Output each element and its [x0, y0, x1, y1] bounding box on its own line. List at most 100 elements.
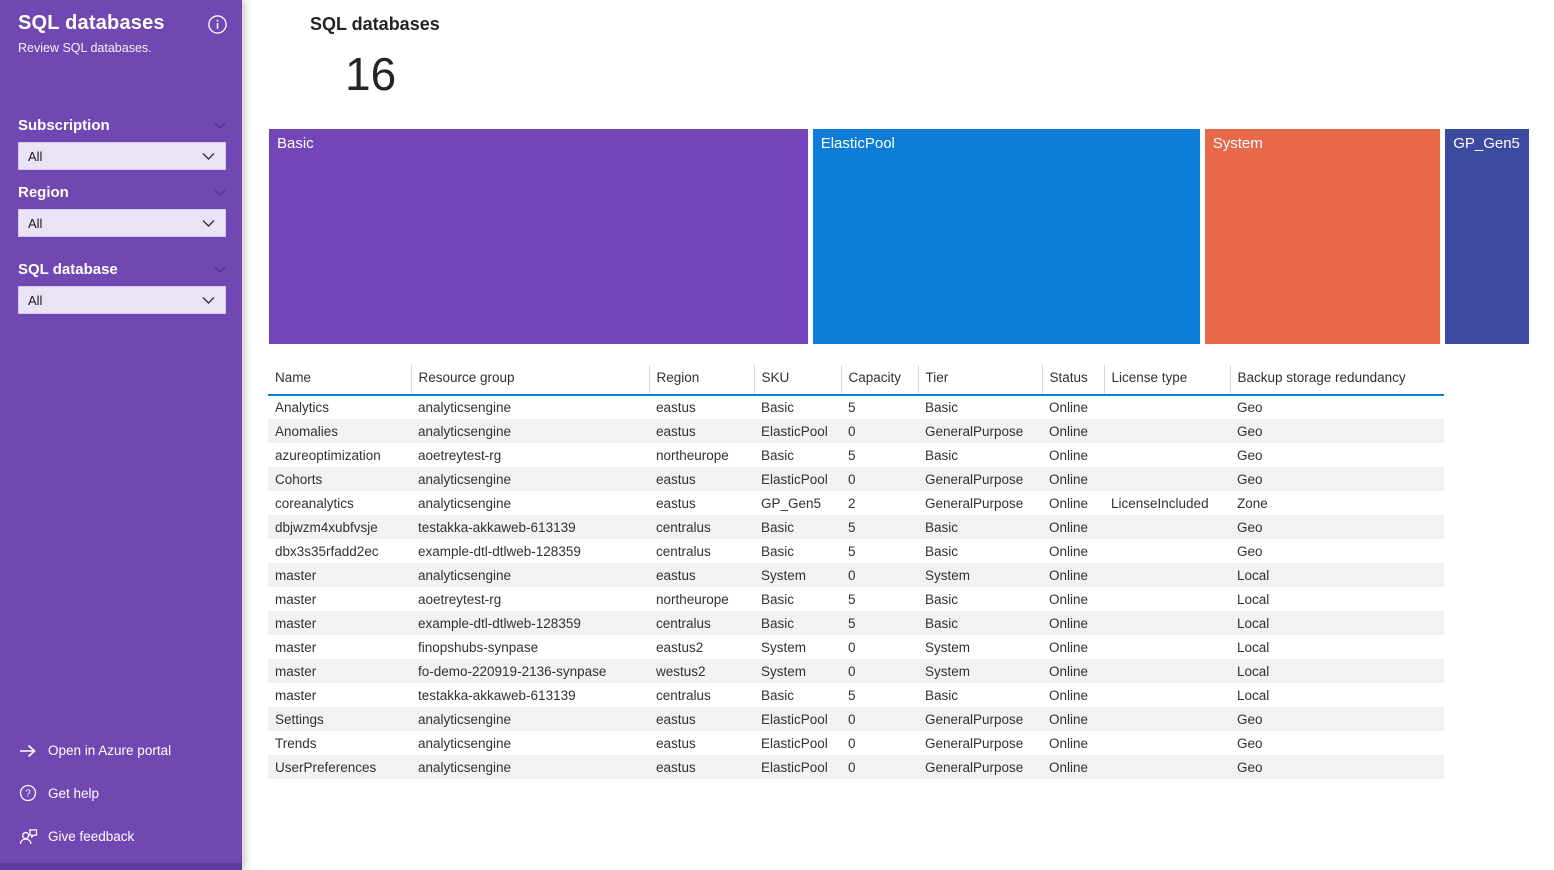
- treemap-segment-label: Basic: [277, 135, 314, 152]
- table-cell: Online: [1049, 663, 1089, 679]
- table-cell: Geo: [1237, 519, 1263, 535]
- table-row[interactable]: Anomalies analyticsengine eastus ElasticPoo…: [268, 419, 1444, 443]
- get-help-link[interactable]: ? Get help: [18, 784, 224, 802]
- table-row[interactable]: dbjwzm4xubfvsje testakka-akkaweb-613139 ce…: [268, 515, 1444, 539]
- table-cell: [1104, 467, 1230, 491]
- table-cell: master: [275, 567, 317, 583]
- column-header-capacity[interactable]: Capacity: [841, 365, 919, 396]
- sql-database-dropdown[interactable]: All: [18, 286, 226, 314]
- table-header-row: Name Resource group Region SKU Capacity Tier S…: [268, 365, 1444, 396]
- table-cell: Local: [1237, 567, 1270, 583]
- table-cell: master: [275, 639, 317, 655]
- table-cell: testakka-akkaweb-613139: [418, 687, 576, 703]
- table-row[interactable]: Settings analyticsengine eastus ElasticPool…: [268, 707, 1444, 731]
- table-cell: example-dtl-dtlweb-128359: [418, 543, 581, 559]
- table-cell: Geo: [1237, 735, 1263, 751]
- region-dropdown[interactable]: All: [18, 209, 226, 237]
- give-feedback-label: Give feedback: [48, 829, 135, 844]
- table-row[interactable]: master aoetreytest-rg northeurope Basic 5 Bas…: [268, 587, 1444, 611]
- chevron-down-icon[interactable]: [214, 188, 226, 197]
- table-row[interactable]: Trends analyticsengine eastus ElasticPool 0 G…: [268, 731, 1444, 755]
- table-cell: System: [925, 639, 971, 655]
- sidebar-links: Open in Azure portal ? Get help Give fee…: [0, 717, 242, 863]
- table-cell: eastus: [656, 471, 696, 487]
- table-cell: [1104, 515, 1230, 539]
- column-header-backup-storage-redundancy[interactable]: Backup storage redundancy: [1230, 365, 1444, 396]
- chevron-down-icon[interactable]: [214, 265, 226, 274]
- sidebar-bottom-strip: [0, 863, 242, 870]
- table-cell: Online: [1049, 735, 1089, 751]
- table-cell: ElasticPool: [761, 711, 828, 727]
- table-row[interactable]: UserPreferences analyticsengine eastus Elas…: [268, 755, 1444, 779]
- table-cell: Basic: [925, 687, 959, 703]
- table-cell: 0: [848, 471, 856, 487]
- table-cell: dbjwzm4xubfvsje: [275, 519, 378, 535]
- sku-treemap: Basic ElasticPool System GP_Gen5: [268, 128, 1530, 345]
- table-cell: 0: [848, 711, 856, 727]
- region-dropdown-value: All: [28, 215, 43, 231]
- sql-database-label: SQL database: [18, 261, 118, 278]
- table-row[interactable]: Analytics analyticsengine eastus Basic 5 Basi…: [268, 395, 1444, 419]
- table-cell: GeneralPurpose: [925, 735, 1024, 751]
- table-cell: Online: [1049, 400, 1089, 415]
- table-cell: [1104, 659, 1230, 683]
- table-cell: master: [275, 687, 317, 703]
- table-cell: Settings: [275, 711, 324, 727]
- table-row[interactable]: azureoptimization aoetreytest-rg northeuro…: [268, 443, 1444, 467]
- table-row[interactable]: coreanalytics analyticsengine eastus GP_Gen…: [268, 491, 1444, 515]
- column-header-region[interactable]: Region: [649, 365, 755, 396]
- table-cell: Basic: [761, 519, 795, 535]
- table-cell: [1104, 755, 1230, 779]
- table-row[interactable]: master example-dtl-dtlweb-128359 centralus…: [268, 611, 1444, 635]
- table-row[interactable]: Cohorts analyticsengine eastus ElasticPool 0…: [268, 467, 1444, 491]
- table-cell: 2: [848, 495, 856, 511]
- table-cell: Basic: [761, 615, 795, 631]
- table-cell: Local: [1237, 663, 1270, 679]
- table-cell: Geo: [1237, 400, 1263, 415]
- table-cell: analyticsengine: [418, 471, 512, 487]
- table-row[interactable]: dbx3s35rfadd2ec example-dtl-dtlweb-128359…: [268, 539, 1444, 563]
- column-header-tier[interactable]: Tier: [918, 365, 1043, 396]
- table-row[interactable]: master finopshubs-synpase eastus2 System 0 Sy…: [268, 635, 1444, 659]
- table-cell: GeneralPurpose: [925, 471, 1024, 487]
- column-header-sku[interactable]: SKU: [754, 365, 842, 396]
- table-cell: Basic: [925, 519, 959, 535]
- column-header-license-type[interactable]: License type: [1104, 365, 1231, 396]
- table-cell: Geo: [1237, 711, 1263, 727]
- table-cell: ElasticPool: [761, 759, 828, 775]
- column-header-status[interactable]: Status: [1042, 365, 1105, 396]
- treemap-segment-system[interactable]: System: [1203, 128, 1442, 345]
- databases-table: Name Resource group Region SKU Capacity Tier S…: [268, 365, 1444, 779]
- table-cell: Geo: [1237, 447, 1263, 463]
- table-cell: Online: [1049, 423, 1089, 439]
- table-cell: Online: [1049, 591, 1089, 607]
- subscription-dropdown[interactable]: All: [18, 142, 226, 170]
- table-cell: 0: [848, 663, 856, 679]
- table-cell: [1104, 539, 1230, 563]
- table-cell: System: [925, 567, 971, 583]
- treemap-segment-elasticpool[interactable]: ElasticPool: [811, 128, 1201, 345]
- table-cell: Trends: [275, 735, 317, 751]
- open-in-azure-portal-link[interactable]: Open in Azure portal: [18, 743, 224, 758]
- table-row[interactable]: master analyticsengine eastus System 0 System…: [268, 563, 1444, 587]
- treemap-segment-basic[interactable]: Basic: [268, 128, 809, 345]
- table-cell: coreanalytics: [275, 495, 354, 511]
- column-header-resource-group[interactable]: Resource group: [411, 365, 650, 396]
- info-icon[interactable]: [207, 14, 228, 35]
- column-header-name[interactable]: Name: [268, 365, 412, 396]
- table-row[interactable]: master fo-demo-220919-2136-synpase westus2…: [268, 659, 1444, 683]
- table-cell: Online: [1049, 615, 1089, 631]
- page-title: SQL databases: [310, 14, 440, 34]
- table-cell: Online: [1049, 519, 1089, 535]
- table-cell: eastus: [656, 567, 696, 583]
- sidebar-spacer: [0, 328, 242, 717]
- table-cell: northeurope: [656, 591, 729, 607]
- table-cell: Online: [1049, 447, 1089, 463]
- treemap-segment-gp_gen5[interactable]: GP_Gen5: [1444, 128, 1530, 345]
- table-cell: eastus: [656, 400, 696, 415]
- table-row[interactable]: master testakka-akkaweb-613139 centralus Ba…: [268, 683, 1444, 707]
- table-cell: [1104, 635, 1230, 659]
- table-cell: 5: [848, 543, 856, 559]
- chevron-down-icon[interactable]: [214, 121, 226, 130]
- give-feedback-link[interactable]: Give feedback: [18, 828, 224, 845]
